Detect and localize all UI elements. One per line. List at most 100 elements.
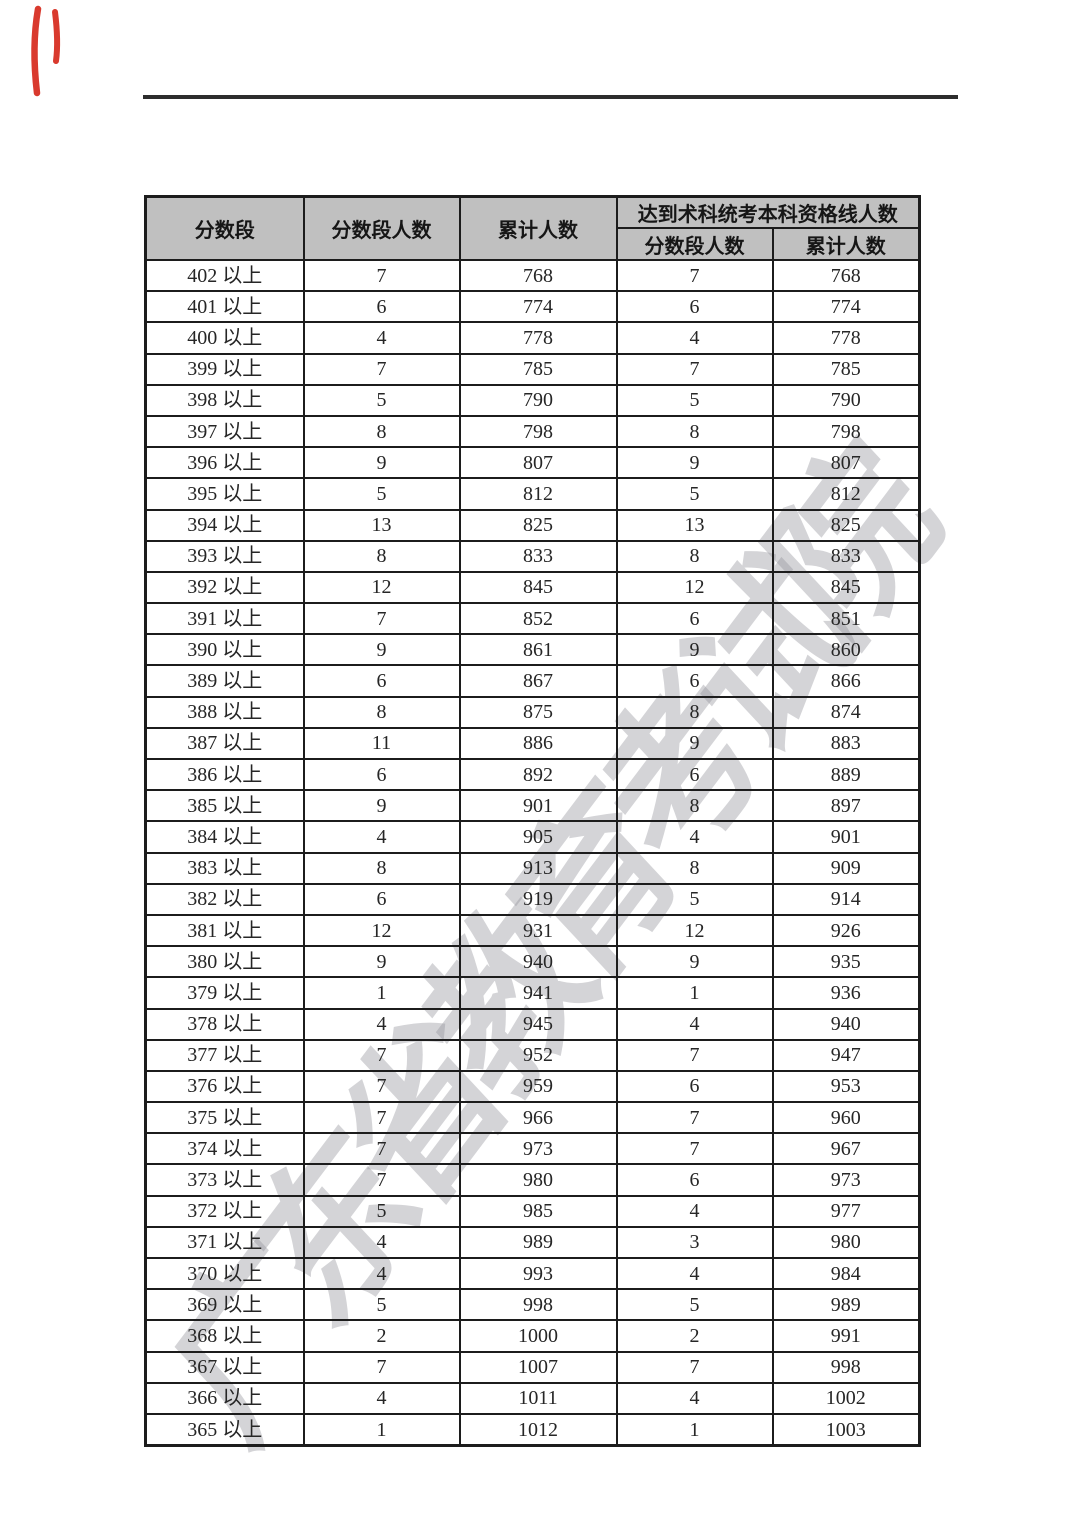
header-row-sub: 分数段人数 累计人数 <box>146 227 921 261</box>
cell-score-range: 392 以上 <box>144 570 305 605</box>
table-row: 392 以上 12 845 12 845 <box>144 570 921 605</box>
cell-range-count: 7 <box>302 258 461 293</box>
cell-qualified-cumulative: 989 <box>771 1288 921 1322</box>
cell-range-count: 9 <box>302 945 461 979</box>
cell-cumulative: 886 <box>458 726 618 761</box>
table-row: 368 以上 2 1000 2 991 <box>144 1319 921 1353</box>
cell-cumulative: 785 <box>458 352 618 386</box>
header-qualified-cumulative: 累计人数 <box>771 227 921 261</box>
cell-score-range: 378 以上 <box>144 1007 305 1041</box>
cell-range-count: 6 <box>302 757 461 792</box>
cell-cumulative: 952 <box>458 1038 618 1072</box>
table-row: 381 以上 12 931 12 926 <box>144 913 921 948</box>
cell-qualified-range-count: 8 <box>615 414 774 449</box>
cell-qualified-cumulative: 973 <box>771 1163 921 1197</box>
cell-qualified-range-count: 7 <box>615 1101 774 1135</box>
cell-qualified-range-count: 4 <box>615 321 774 355</box>
cell-range-count: 12 <box>302 570 461 605</box>
cell-cumulative: 905 <box>458 820 618 854</box>
cell-qualified-cumulative: 1003 <box>771 1412 921 1447</box>
cell-qualified-range-count: 4 <box>615 1007 774 1041</box>
cell-range-count: 7 <box>302 1350 461 1384</box>
cell-cumulative: 998 <box>458 1288 618 1322</box>
cell-qualified-cumulative: 866 <box>771 664 921 698</box>
cell-qualified-cumulative: 953 <box>771 1069 921 1104</box>
cell-score-range: 387 以上 <box>144 726 305 761</box>
cell-range-count: 7 <box>302 1038 461 1072</box>
cell-qualified-cumulative: 977 <box>771 1194 921 1228</box>
table-row: 382 以上 6 919 5 914 <box>144 882 921 916</box>
cell-qualified-cumulative: 790 <box>771 383 921 417</box>
cell-range-count: 6 <box>302 664 461 698</box>
cell-qualified-range-count: 6 <box>615 290 774 324</box>
cell-qualified-range-count: 12 <box>615 913 774 948</box>
cell-qualified-range-count: 6 <box>615 664 774 698</box>
cell-cumulative: 940 <box>458 945 618 979</box>
cell-range-count: 6 <box>302 882 461 916</box>
cell-score-range: 371 以上 <box>144 1225 305 1260</box>
cell-qualified-range-count: 2 <box>615 1319 774 1353</box>
cell-qualified-range-count: 9 <box>615 633 774 667</box>
cell-range-count: 4 <box>302 1256 461 1291</box>
cell-score-range: 399 以上 <box>144 352 305 386</box>
cell-qualified-range-count: 7 <box>615 1038 774 1072</box>
cell-range-count: 8 <box>302 695 461 729</box>
cell-range-count: 11 <box>302 726 461 761</box>
cell-score-range: 365 以上 <box>144 1412 305 1447</box>
cell-qualified-cumulative: 851 <box>771 602 921 636</box>
cell-qualified-range-count: 6 <box>615 1163 774 1197</box>
table-row: 378 以上 4 945 4 940 <box>144 1007 921 1041</box>
cell-cumulative: 852 <box>458 602 618 636</box>
cell-cumulative: 945 <box>458 1007 618 1041</box>
cell-qualified-range-count: 13 <box>615 508 774 542</box>
table-row: 387 以上 11 886 9 883 <box>144 726 921 761</box>
score-distribution-table: 分数段 分数段人数 累计人数 达到术科统考本科资格线人数 分数段人数 累计人数 … <box>144 195 921 1448</box>
table-row: 385 以上 9 901 8 897 <box>144 789 921 823</box>
cell-qualified-cumulative: 833 <box>771 539 921 573</box>
cell-cumulative: 774 <box>458 290 618 324</box>
cell-range-count: 13 <box>302 508 461 542</box>
cell-cumulative: 833 <box>458 539 618 573</box>
cell-qualified-cumulative: 845 <box>771 570 921 605</box>
header-range-count: 分数段人数 <box>302 195 461 261</box>
cell-score-range: 385 以上 <box>144 789 305 823</box>
cell-score-range: 367 以上 <box>144 1350 305 1384</box>
cell-score-range: 374 以上 <box>144 1132 305 1166</box>
cell-qualified-cumulative: 812 <box>771 477 921 511</box>
cell-cumulative: 812 <box>458 477 618 511</box>
header-score-range: 分数段 <box>144 195 305 261</box>
table-row: 399 以上 7 785 7 785 <box>144 352 921 386</box>
cell-qualified-range-count: 6 <box>615 757 774 792</box>
header-cumulative: 累计人数 <box>458 195 618 261</box>
table-header: 分数段 分数段人数 累计人数 达到术科统考本科资格线人数 分数段人数 累计人数 <box>144 195 921 261</box>
cell-range-count: 8 <box>302 539 461 573</box>
cell-qualified-range-count: 4 <box>615 1194 774 1228</box>
cell-score-range: 379 以上 <box>144 976 305 1010</box>
table-row: 375 以上 7 966 7 960 <box>144 1101 921 1135</box>
cell-cumulative: 993 <box>458 1256 618 1291</box>
top-rule <box>143 95 958 99</box>
cell-score-range: 389 以上 <box>144 664 305 698</box>
table-row: 379 以上 1 941 1 936 <box>144 976 921 1010</box>
cell-range-count: 7 <box>302 352 461 386</box>
table-row: 386 以上 6 892 6 889 <box>144 757 921 792</box>
table-row: 380 以上 9 940 9 935 <box>144 945 921 979</box>
table-row: 398 以上 5 790 5 790 <box>144 383 921 417</box>
header-row-top: 分数段 分数段人数 累计人数 达到术科统考本科资格线人数 <box>144 195 921 261</box>
cell-score-range: 395 以上 <box>144 477 305 511</box>
cell-score-range: 373 以上 <box>144 1163 305 1197</box>
table-row: 384 以上 4 905 4 901 <box>144 820 921 854</box>
cell-range-count: 12 <box>302 913 461 948</box>
cell-qualified-cumulative: 825 <box>771 508 921 542</box>
table-row: 373 以上 7 980 6 973 <box>144 1163 921 1197</box>
cell-cumulative: 867 <box>458 664 618 698</box>
cell-qualified-range-count: 7 <box>615 352 774 386</box>
cell-qualified-cumulative: 940 <box>771 1007 921 1041</box>
cell-range-count: 5 <box>302 1194 461 1228</box>
cell-qualified-cumulative: 1002 <box>771 1381 921 1415</box>
cell-score-range: 396 以上 <box>144 446 305 480</box>
cell-range-count: 7 <box>302 602 461 636</box>
cell-score-range: 372 以上 <box>144 1194 305 1228</box>
cell-qualified-range-count: 4 <box>615 1381 774 1415</box>
